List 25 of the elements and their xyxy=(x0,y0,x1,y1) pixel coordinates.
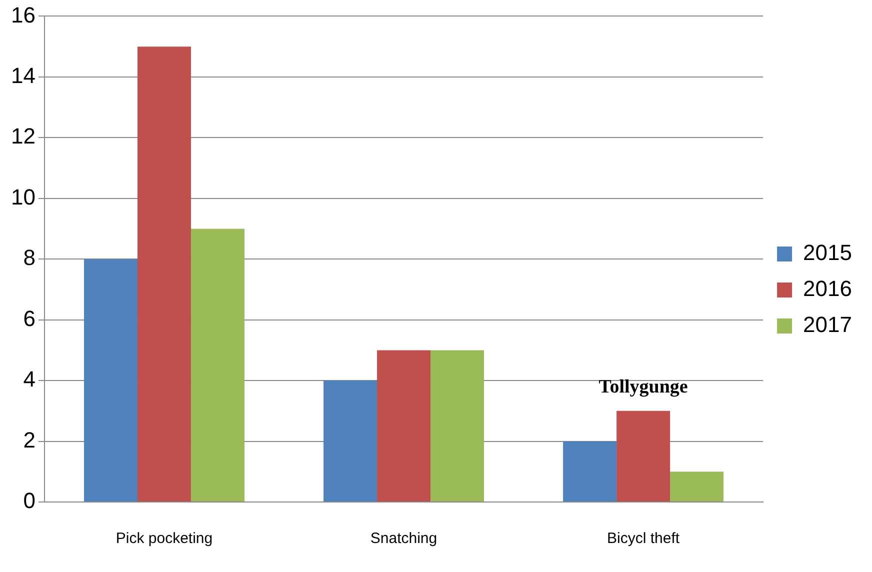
y-tick-label: 16 xyxy=(10,2,36,28)
y-tick-label: 10 xyxy=(10,184,36,210)
y-tick-label: 14 xyxy=(10,62,36,88)
bar xyxy=(563,441,617,502)
legend-label: 2015 xyxy=(803,240,852,266)
y-tick-label: 2 xyxy=(23,427,36,452)
y-tick-label: 8 xyxy=(23,245,36,270)
bar xyxy=(324,380,378,502)
y-tick-label: 0 xyxy=(23,488,36,514)
bar xyxy=(670,472,724,502)
x-tick-label: Pick pocketing xyxy=(116,530,213,548)
bar xyxy=(430,350,484,502)
y-tick-label: 6 xyxy=(23,306,36,331)
x-tick-label: Bicycl theft xyxy=(607,530,680,548)
x-tick-label: Snatching xyxy=(370,530,438,548)
bar xyxy=(616,410,670,502)
bar xyxy=(137,46,191,502)
y-tick-label: 4 xyxy=(23,366,36,392)
bar xyxy=(190,228,244,502)
annotation: Tollygunge xyxy=(598,376,688,398)
bar xyxy=(84,259,138,502)
y-tick-label: 12 xyxy=(10,124,36,149)
legend-label: 2016 xyxy=(803,276,852,302)
legend-label: 2017 xyxy=(803,312,852,338)
bar xyxy=(377,350,431,502)
